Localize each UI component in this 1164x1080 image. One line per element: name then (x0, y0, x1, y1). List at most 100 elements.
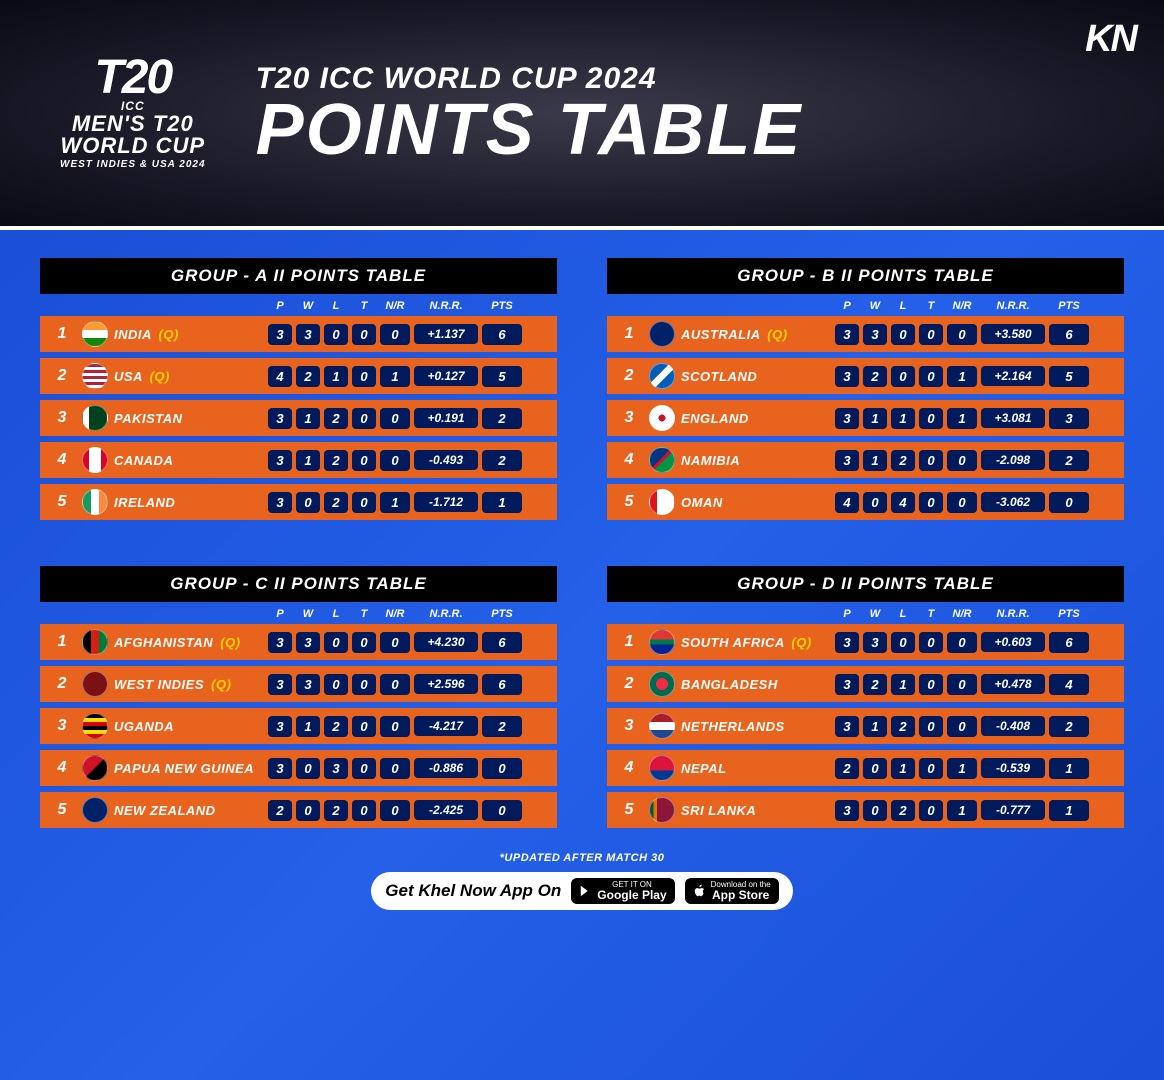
team-name: ENGLAND (681, 411, 831, 426)
team-name: PAPUA NEW GUINEA (114, 761, 264, 776)
stat-w: 1 (863, 450, 887, 471)
team-name: WEST INDIES (Q) (114, 677, 264, 692)
stat-t: 0 (352, 716, 376, 737)
col-header: N.R.R. (414, 300, 478, 312)
stat-t: 0 (352, 492, 376, 513)
stat-w: 2 (296, 366, 320, 387)
stat-nr: 0 (380, 324, 410, 345)
stat-l: 0 (324, 674, 348, 695)
stat-nrr: +0.191 (414, 408, 478, 428)
stat-pts: 2 (1049, 716, 1089, 737)
stat-pts: 2 (482, 450, 522, 471)
stat-t: 0 (919, 800, 943, 821)
stat-nr: 1 (947, 408, 977, 429)
col-header: N/R (380, 300, 410, 312)
col-header: PTS (1049, 608, 1089, 620)
logo-mens-text: MEN'S T20 (60, 113, 206, 135)
stat-t: 0 (352, 632, 376, 653)
stat-p: 3 (268, 674, 292, 695)
table-row: 5NEW ZEALAND20200-2.4250 (40, 792, 557, 828)
flag-icon (649, 447, 675, 473)
stat-l: 1 (891, 674, 915, 695)
stat-p: 2 (268, 800, 292, 821)
stat-nr: 0 (380, 450, 410, 471)
stat-l: 2 (324, 800, 348, 821)
qualified-marker: (Q) (150, 369, 170, 384)
team-name: IRELAND (114, 495, 264, 510)
col-header: W (296, 608, 320, 620)
stat-t: 0 (352, 324, 376, 345)
stat-nrr: +0.127 (414, 366, 478, 386)
stat-pts: 6 (482, 674, 522, 695)
stat-p: 3 (835, 716, 859, 737)
col-header: T (352, 300, 376, 312)
column-headers: PWLTN/RN.R.R.PTS (40, 602, 557, 624)
qualified-marker: (Q) (211, 677, 231, 692)
col-header: W (863, 608, 887, 620)
content-area: GROUP - A II POINTS TABLEPWLTN/RN.R.R.PT… (0, 230, 1164, 1080)
team-name: SRI LANKA (681, 803, 831, 818)
groups-grid: GROUP - A II POINTS TABLEPWLTN/RN.R.R.PT… (40, 258, 1124, 834)
stat-p: 3 (268, 324, 292, 345)
flag-icon (82, 447, 108, 473)
team-name: NETHERLANDS (681, 719, 831, 734)
stat-pts: 6 (482, 632, 522, 653)
stat-w: 0 (296, 800, 320, 821)
kn-logo: KN (1085, 18, 1136, 61)
col-header: L (324, 608, 348, 620)
stat-nr: 0 (947, 450, 977, 471)
stat-p: 3 (268, 492, 292, 513)
logo-location-text: WEST INDIES & USA 2024 (60, 159, 206, 170)
stat-nrr: -2.098 (981, 450, 1045, 470)
rank: 3 (615, 409, 643, 427)
rank: 4 (615, 759, 643, 777)
stat-nr: 0 (380, 674, 410, 695)
table-row: 4CANADA31200-0.4932 (40, 442, 557, 478)
group-table: GROUP - B II POINTS TABLEPWLTN/RN.R.R.PT… (607, 258, 1124, 526)
stat-nr: 0 (380, 758, 410, 779)
stat-l: 0 (891, 632, 915, 653)
team-name: NAMIBIA (681, 453, 831, 468)
stat-p: 3 (268, 632, 292, 653)
stat-pts: 1 (1049, 800, 1089, 821)
group-header: GROUP - A II POINTS TABLE (40, 258, 557, 294)
stat-nrr: +0.603 (981, 632, 1045, 652)
stat-w: 2 (863, 366, 887, 387)
stat-p: 2 (835, 758, 859, 779)
google-play-badge[interactable]: GET IT ON Google Play (571, 878, 674, 904)
stat-p: 3 (835, 450, 859, 471)
stat-nr: 1 (947, 366, 977, 387)
stat-l: 1 (324, 366, 348, 387)
stat-nrr: -0.408 (981, 716, 1045, 736)
stat-p: 4 (835, 492, 859, 513)
team-name: AFGHANISTAN (Q) (114, 635, 264, 650)
stat-nrr: +1.137 (414, 324, 478, 344)
group-header: GROUP - D II POINTS TABLE (607, 566, 1124, 602)
group-table: GROUP - A II POINTS TABLEPWLTN/RN.R.R.PT… (40, 258, 557, 526)
table-row: 3UGANDA31200-4.2172 (40, 708, 557, 744)
stat-nrr: +3.580 (981, 324, 1045, 344)
rank: 1 (615, 633, 643, 651)
col-header: W (296, 300, 320, 312)
col-header: T (919, 300, 943, 312)
stat-pts: 0 (482, 800, 522, 821)
table-row: 1AFGHANISTAN (Q)33000+4.2306 (40, 624, 557, 660)
stat-l: 0 (324, 324, 348, 345)
stat-nr: 0 (947, 324, 977, 345)
col-header: P (268, 608, 292, 620)
app-store-badge[interactable]: Download on the App Store (685, 878, 779, 904)
stat-w: 0 (863, 800, 887, 821)
stat-pts: 5 (1049, 366, 1089, 387)
flag-icon (82, 671, 108, 697)
app-text: Get Khel Now App On (385, 881, 561, 901)
stat-l: 2 (891, 800, 915, 821)
stat-l: 2 (324, 408, 348, 429)
stat-pts: 1 (1049, 758, 1089, 779)
stat-pts: 6 (1049, 324, 1089, 345)
stat-w: 1 (863, 408, 887, 429)
stat-nrr: +4.230 (414, 632, 478, 652)
stat-w: 2 (863, 674, 887, 695)
table-row: 3PAKISTAN31200+0.1912 (40, 400, 557, 436)
stat-p: 3 (835, 324, 859, 345)
col-header: L (891, 608, 915, 620)
